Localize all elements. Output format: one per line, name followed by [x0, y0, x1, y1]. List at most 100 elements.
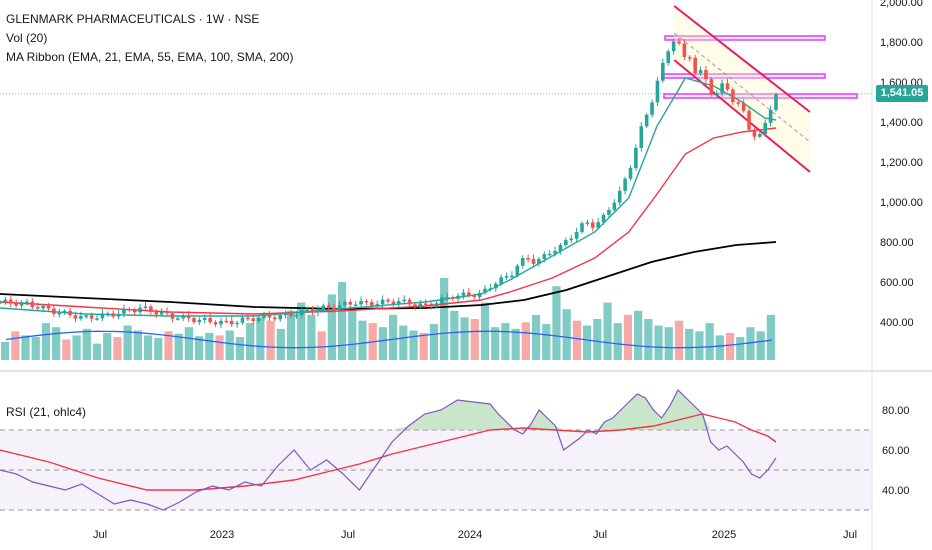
candle-body	[219, 320, 223, 325]
candle-body	[305, 309, 309, 312]
price-zone	[664, 35, 826, 41]
candle-body	[149, 306, 153, 312]
time-tick-label: 2024	[458, 529, 482, 541]
candle-body	[299, 309, 304, 316]
volume-bar	[82, 328, 91, 360]
candle-body	[655, 80, 660, 103]
time-tick-label: 2023	[210, 529, 234, 541]
volume-bar	[756, 331, 765, 360]
candle-body	[359, 300, 363, 305]
volume-bar	[491, 327, 500, 360]
candle-body	[461, 292, 466, 296]
candle-body	[407, 299, 412, 305]
volume-bar	[327, 294, 336, 360]
candle-body	[456, 295, 460, 299]
volume-bar	[72, 335, 81, 360]
price-tick-label: 1,200.00	[880, 157, 923, 169]
volume-bar	[143, 335, 153, 360]
candle-body	[736, 102, 741, 104]
candle-body	[57, 312, 62, 315]
volume-bar	[623, 314, 633, 360]
candle-body	[278, 315, 283, 320]
candle-body	[693, 57, 697, 74]
volume-bar	[470, 319, 479, 360]
candle-body	[111, 313, 115, 317]
candle-body	[483, 288, 487, 293]
candle-body	[348, 302, 353, 305]
candle-body	[526, 258, 530, 260]
candle-body	[617, 190, 622, 203]
candlesticks	[0, 37, 778, 328]
ma-ribbon-legend[interactable]: MA Ribbon (EMA, 21, EMA, 55, EMA, 100, S…	[6, 50, 294, 64]
volume-bar	[389, 314, 398, 360]
candle-body	[628, 168, 633, 179]
volume-bar	[399, 325, 408, 360]
volume-bar	[440, 278, 449, 360]
candle-body	[240, 317, 245, 323]
volume-bar	[593, 319, 602, 360]
volume-bar	[419, 332, 428, 360]
candle-body	[46, 305, 51, 309]
volume-bar	[21, 335, 30, 360]
candle-body	[601, 214, 606, 223]
candle-body	[380, 299, 385, 305]
volume-bar	[521, 322, 530, 360]
rsi-legend[interactable]: RSI (21, ohlc4)	[6, 405, 87, 419]
candle-body	[197, 319, 202, 323]
volume-bar	[378, 327, 387, 360]
candle-body	[316, 309, 320, 313]
time-tick-label: Jul	[843, 529, 857, 541]
rsi-tick-label: 40.00	[882, 485, 910, 497]
volume-bar	[562, 309, 571, 360]
symbol-title[interactable]: GLENMARK PHARMACEUTICALS · 1W · NSE	[6, 12, 260, 26]
ema-55-line	[0, 127, 777, 315]
candle-body	[105, 313, 110, 315]
volume-bar	[572, 320, 581, 360]
candle-body	[251, 318, 256, 322]
candle-body	[165, 311, 169, 314]
candle-body	[537, 258, 541, 264]
candle-body	[283, 313, 288, 316]
descending-channel	[673, 5, 811, 173]
volume-bar	[307, 314, 316, 360]
candle-body	[574, 231, 579, 239]
candle-body	[35, 307, 40, 309]
rsi-tick-label: 80.00	[882, 405, 910, 417]
volume-bar	[11, 331, 20, 360]
candle-body	[639, 126, 644, 148]
candle-body	[246, 317, 250, 320]
candle-body	[213, 322, 218, 325]
candle-body	[758, 133, 762, 137]
channel-fill	[674, 6, 810, 172]
price-tick-label: 400.00	[880, 317, 914, 329]
candle-body	[558, 244, 563, 252]
candle-body	[580, 223, 584, 232]
candle-body	[386, 299, 390, 302]
candle-body	[590, 222, 595, 228]
volume-bar	[674, 320, 684, 360]
candle-body	[429, 303, 433, 306]
candle-body	[267, 314, 272, 318]
candle-body	[122, 308, 126, 314]
candle-body	[418, 303, 423, 307]
candle-body	[3, 299, 8, 302]
volume-bar	[705, 323, 714, 360]
volume-bar	[256, 317, 265, 360]
volume-bar	[317, 331, 326, 360]
volume-legend[interactable]: Vol (20)	[6, 31, 48, 45]
candle-body	[343, 302, 347, 306]
candle-body	[396, 301, 401, 305]
candle-body	[19, 302, 24, 306]
candle-body	[170, 313, 175, 319]
candle-body	[477, 292, 482, 298]
moving-averages	[0, 77, 777, 317]
volume-bar	[337, 282, 347, 360]
volume-bar	[113, 337, 122, 360]
volume-bar	[429, 323, 439, 360]
volume-bar	[286, 310, 296, 360]
candle-body	[235, 322, 239, 325]
candle-body	[229, 320, 234, 325]
candle-body	[510, 275, 514, 278]
candle-body	[677, 41, 681, 44]
